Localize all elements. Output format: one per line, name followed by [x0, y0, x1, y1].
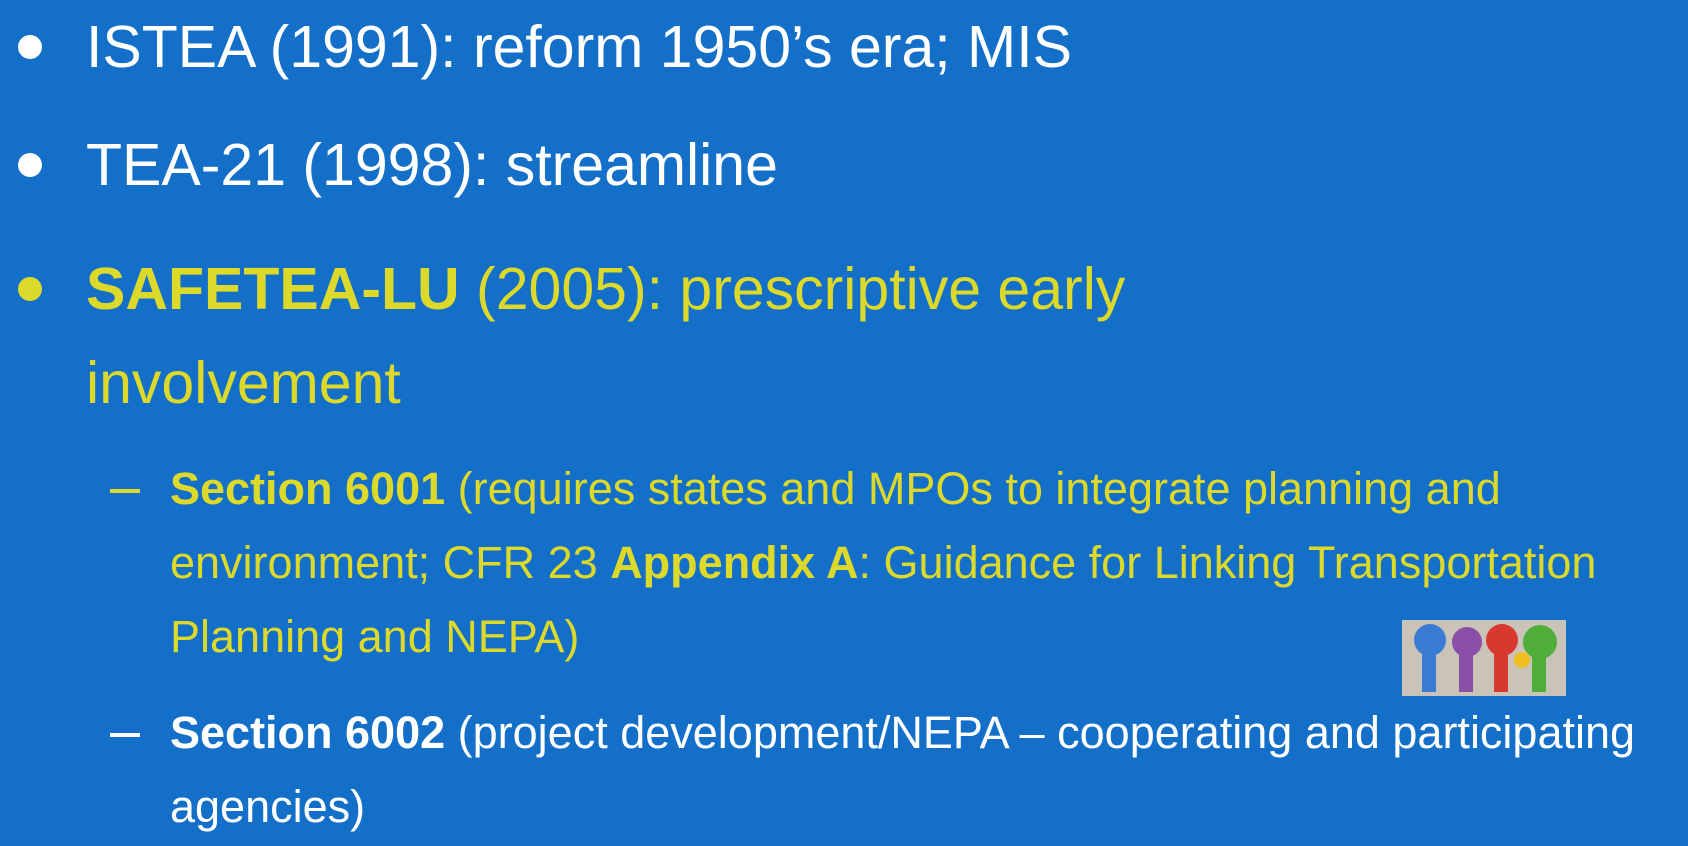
- bullet-item: SAFETEA-LU (2005): prescriptive early in…: [86, 242, 1336, 430]
- bold-text: SAFETEA-LU: [86, 256, 460, 322]
- bullet-item: ISTEA (1991): reform 1950’s era; MIS: [86, 0, 1336, 94]
- bold-text: Appendix A: [610, 537, 858, 588]
- bullet-dash: [110, 489, 140, 493]
- bullet-dot: [18, 35, 42, 59]
- bullet-item: TEA-21 (1998): streamline: [86, 118, 1336, 212]
- text: TEA-21 (1998): streamline: [86, 132, 778, 198]
- bullet-dot: [18, 277, 42, 301]
- text: ISTEA (1991): reform 1950’s era; MIS: [86, 14, 1072, 80]
- bullet-item: Section 6002 (project development/NEPA –…: [170, 696, 1670, 844]
- bullet-item: Section 6001 (requires states and MPOs t…: [170, 452, 1670, 674]
- slide: (() => { const data = JSON.parse(documen…: [0, 0, 1688, 846]
- bold-text: Section 6001: [170, 463, 445, 514]
- bullet-dash: [110, 733, 140, 737]
- bold-text: Section 6002: [170, 707, 445, 758]
- bullet-dot: [18, 153, 42, 177]
